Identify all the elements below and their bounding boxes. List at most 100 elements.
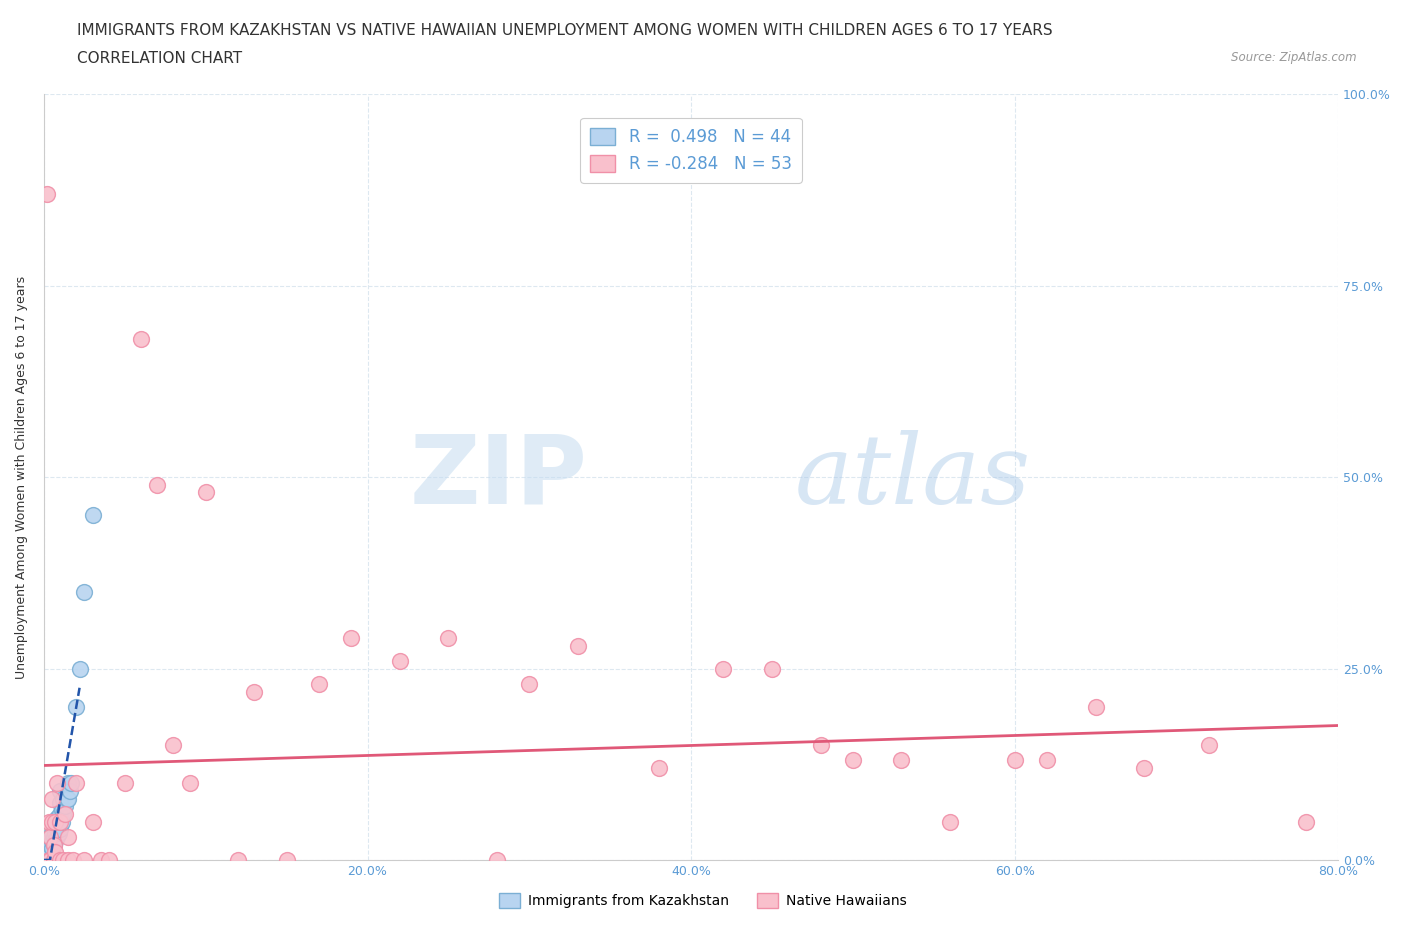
Point (1198, 737, 1220, 752)
Point (41, 833, 63, 848)
Point (52, 791, 75, 806)
Point (69, 661, 91, 676)
Point (53, 806, 76, 821)
Point (517, 676, 540, 691)
Point (308, 676, 330, 691)
Point (243, 684, 266, 699)
Point (485, 853, 508, 868)
Point (49, 822, 72, 837)
Point (648, 761, 671, 776)
Point (41, 826, 63, 841)
Point (37, 844, 59, 859)
Point (39, 837, 62, 852)
Point (58, 776, 80, 790)
Point (39, 830, 62, 844)
Legend: R =  0.498   N = 44, R = -0.284   N = 53: R = 0.498 N = 44, R = -0.284 N = 53 (581, 118, 801, 182)
Text: IMMIGRANTS FROM KAZAKHSTAN VS NATIVE HAWAIIAN UNEMPLOYMENT AMONG WOMEN WITH CHIL: IMMIGRANTS FROM KAZAKHSTAN VS NATIVE HAW… (77, 23, 1053, 38)
Point (340, 631, 363, 645)
Point (45, 822, 67, 837)
Point (1084, 699, 1107, 714)
Point (44, 826, 66, 841)
Point (52, 806, 75, 821)
Point (1295, 815, 1317, 830)
Point (41, 815, 63, 830)
Point (44, 844, 66, 859)
Point (45, 810, 67, 825)
Point (58, 830, 80, 844)
Point (194, 485, 217, 500)
Point (37, 853, 59, 868)
Point (1004, 753, 1026, 768)
Point (42, 837, 65, 852)
Point (114, 776, 136, 790)
Point (49, 815, 72, 830)
Text: Source: ZipAtlas.com: Source: ZipAtlas.com (1232, 51, 1357, 64)
Point (49, 806, 72, 821)
Point (713, 661, 735, 676)
Point (1133, 761, 1156, 776)
Point (65, 776, 87, 790)
Point (45, 776, 67, 790)
Point (890, 753, 912, 768)
Point (42, 830, 65, 844)
Point (39, 830, 62, 844)
Point (37, 841, 59, 856)
Point (1036, 753, 1059, 768)
Text: atlas: atlas (794, 431, 1031, 525)
Point (45, 830, 67, 844)
Point (73, 585, 96, 600)
Point (162, 737, 184, 752)
Point (62, 853, 84, 868)
Point (39, 853, 62, 868)
Point (226, 853, 249, 868)
Point (51, 803, 73, 817)
Point (842, 753, 865, 768)
Point (939, 815, 962, 830)
Point (38, 853, 60, 868)
Point (49, 795, 72, 810)
Point (34, 849, 56, 864)
Point (44, 815, 66, 830)
Point (82, 815, 104, 830)
Point (761, 661, 783, 676)
Point (53, 799, 76, 814)
Point (58, 791, 80, 806)
Point (39, 844, 62, 859)
Legend: Immigrants from Kazakhstan, Native Hawaiians: Immigrants from Kazakhstan, Native Hawai… (494, 888, 912, 914)
Point (41, 841, 63, 856)
Point (65, 699, 87, 714)
Point (37, 187, 59, 202)
Point (38, 849, 60, 864)
Point (38, 837, 60, 852)
Point (437, 631, 460, 645)
Point (51, 815, 73, 830)
Text: CORRELATION CHART: CORRELATION CHART (77, 51, 242, 66)
Point (41, 791, 63, 806)
Point (90, 853, 112, 868)
Point (97, 853, 120, 868)
Point (52, 853, 75, 868)
Point (49, 784, 72, 799)
Point (146, 477, 169, 492)
Point (48, 826, 70, 841)
Point (44, 833, 66, 848)
Point (42, 818, 65, 833)
Point (60, 776, 83, 790)
Point (42, 837, 65, 852)
Point (48, 818, 70, 833)
Point (388, 654, 411, 669)
Point (34, 853, 56, 868)
Point (810, 737, 832, 752)
Point (59, 784, 82, 799)
Point (73, 853, 96, 868)
Point (567, 638, 589, 653)
Point (129, 332, 152, 347)
Point (58, 853, 80, 868)
Point (38, 833, 60, 848)
Text: ZIP: ZIP (409, 431, 588, 524)
Point (44, 815, 66, 830)
Point (38, 815, 60, 830)
Point (49, 853, 72, 868)
Point (276, 853, 298, 868)
Point (55, 791, 77, 806)
